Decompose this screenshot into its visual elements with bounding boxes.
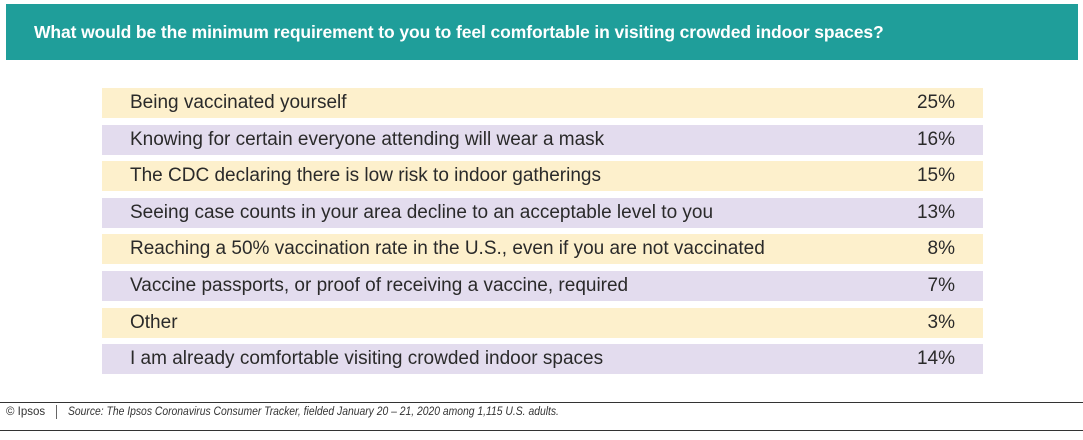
row-value: 7% xyxy=(927,274,955,296)
row-value: 13% xyxy=(916,201,955,223)
table-row: The CDC declaring there is low risk to i… xyxy=(102,161,983,192)
row-value: 15% xyxy=(916,165,955,187)
row-label: Knowing for certain everyone attending w… xyxy=(130,128,605,150)
footer-bottom-divider xyxy=(0,430,1083,431)
table-row: I am already comfortable visiting crowde… xyxy=(102,344,983,375)
table-row: Reaching a 50% vaccination rate in the U… xyxy=(102,234,983,265)
table-row: Other 3% xyxy=(102,307,983,338)
footer-top-divider xyxy=(0,402,1083,403)
question-header: What would be the minimum requirement to… xyxy=(6,4,1078,60)
table-row: Seeing case counts in your area decline … xyxy=(102,197,983,228)
row-value: 25% xyxy=(916,92,955,113)
row-value: 14% xyxy=(916,348,955,370)
row-label: Other xyxy=(130,311,178,333)
table-row: Knowing for certain everyone attending w… xyxy=(102,124,983,155)
footer-separator xyxy=(56,405,58,419)
row-label: Being vaccinated yourself xyxy=(130,92,347,113)
response-table: Being vaccinated yourself 25% Knowing for … xyxy=(102,88,983,381)
table-row: Vaccine passports, or proof of receiving… xyxy=(102,270,983,301)
source-note: Source: The Ipsos Coronavirus Consumer T… xyxy=(68,406,560,418)
row-label: The CDC declaring there is low risk to i… xyxy=(130,165,601,187)
copyright-brand: © Ipsos xyxy=(6,406,46,418)
row-value: 16% xyxy=(916,128,955,150)
row-value: 3% xyxy=(927,311,955,333)
row-label: Reaching a 50% vaccination rate in the U… xyxy=(130,238,765,260)
row-label: Seeing case counts in your area decline … xyxy=(130,201,714,223)
table-row: Being vaccinated yourself 25% xyxy=(102,88,983,118)
row-label: I am already comfortable visiting crowde… xyxy=(130,348,604,370)
footer: © Ipsos Source: The Ipsos Coronavirus Co… xyxy=(6,405,614,419)
row-label: Vaccine passports, or proof of receiving… xyxy=(130,274,629,296)
row-value: 8% xyxy=(927,238,955,260)
